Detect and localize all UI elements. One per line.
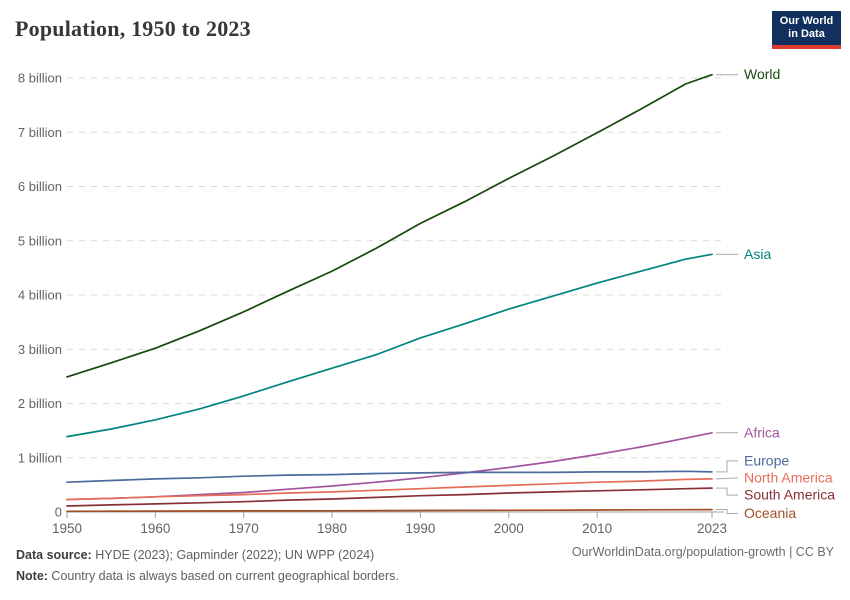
series-line-world[interactable] (66, 73, 713, 378)
y-tick-label-5: 5 billion (18, 233, 62, 248)
y-tick-label-0: 0 (55, 505, 62, 520)
y-tick-label-7: 7 billion (18, 125, 62, 140)
series-line-asia[interactable] (66, 253, 713, 438)
label-connector-oceania (716, 509, 738, 515)
x-tick-label-1970: 1970 (229, 521, 259, 536)
x-tick-label-1960: 1960 (140, 521, 170, 536)
label-connector-europe (716, 460, 738, 473)
series-line-north-america[interactable] (66, 478, 713, 501)
owid-logo[interactable]: Our World in Data (772, 11, 841, 49)
series-label-south-america[interactable]: South America (744, 487, 835, 503)
owid-link[interactable]: OurWorldinData.org/population-growth | C… (571, 545, 834, 559)
y-tick-label-1: 1 billion (18, 450, 62, 465)
x-tick-label-1990: 1990 (405, 521, 435, 536)
x-tick-label-1980: 1980 (317, 521, 347, 536)
data-source-text: HYDE (2023); Gapminder (2022); UN WPP (2… (91, 548, 375, 562)
series-label-north-america[interactable]: North America (744, 469, 833, 485)
y-tick-label-8: 8 billion (18, 71, 62, 86)
series-label-world[interactable]: World (744, 66, 780, 82)
owid-logo-line2: in Data (788, 28, 825, 40)
page-title: Population, 1950 to 2023 (15, 16, 251, 41)
series-label-oceania[interactable]: Oceania (744, 505, 796, 521)
data-source-line: Data source: HYDE (2023); Gapminder (202… (16, 545, 399, 566)
x-tick-label-2000: 2000 (494, 521, 524, 536)
y-tick-label-3: 3 billion (18, 342, 62, 357)
series-label-europe[interactable]: Europe (744, 452, 789, 468)
series-line-europe[interactable] (66, 470, 713, 484)
x-tick-label-2023: 2023 (697, 521, 727, 536)
note-line: Note: Country data is always based on cu… (16, 566, 399, 587)
note-label: Note: (16, 568, 48, 583)
owid-logo-line1: Our World (779, 14, 834, 27)
chart-footer: Data source: HYDE (2023); Gapminder (202… (16, 545, 834, 586)
note-text: Country data is always based on current … (47, 568, 399, 583)
label-connector-north-america (715, 477, 739, 480)
series-label-africa[interactable]: Africa (744, 424, 780, 440)
series-line-south-america[interactable] (66, 487, 713, 507)
y-tick-label-2: 2 billion (18, 396, 62, 411)
x-tick-label-2010: 2010 (582, 521, 612, 536)
y-tick-label-6: 6 billion (18, 179, 62, 194)
x-tick-label-1950: 1950 (52, 521, 82, 536)
data-source-label: Data source: (16, 548, 92, 562)
y-tick-label-4: 4 billion (18, 288, 62, 303)
series-line-oceania[interactable] (66, 508, 713, 513)
footer-source-note: Data source: HYDE (2023); Gapminder (202… (16, 545, 399, 586)
footer-attribution: OurWorldinData.org/population-growth | C… (572, 545, 834, 559)
series-label-asia[interactable]: Asia (744, 246, 771, 262)
label-connector-south-america (716, 487, 738, 496)
